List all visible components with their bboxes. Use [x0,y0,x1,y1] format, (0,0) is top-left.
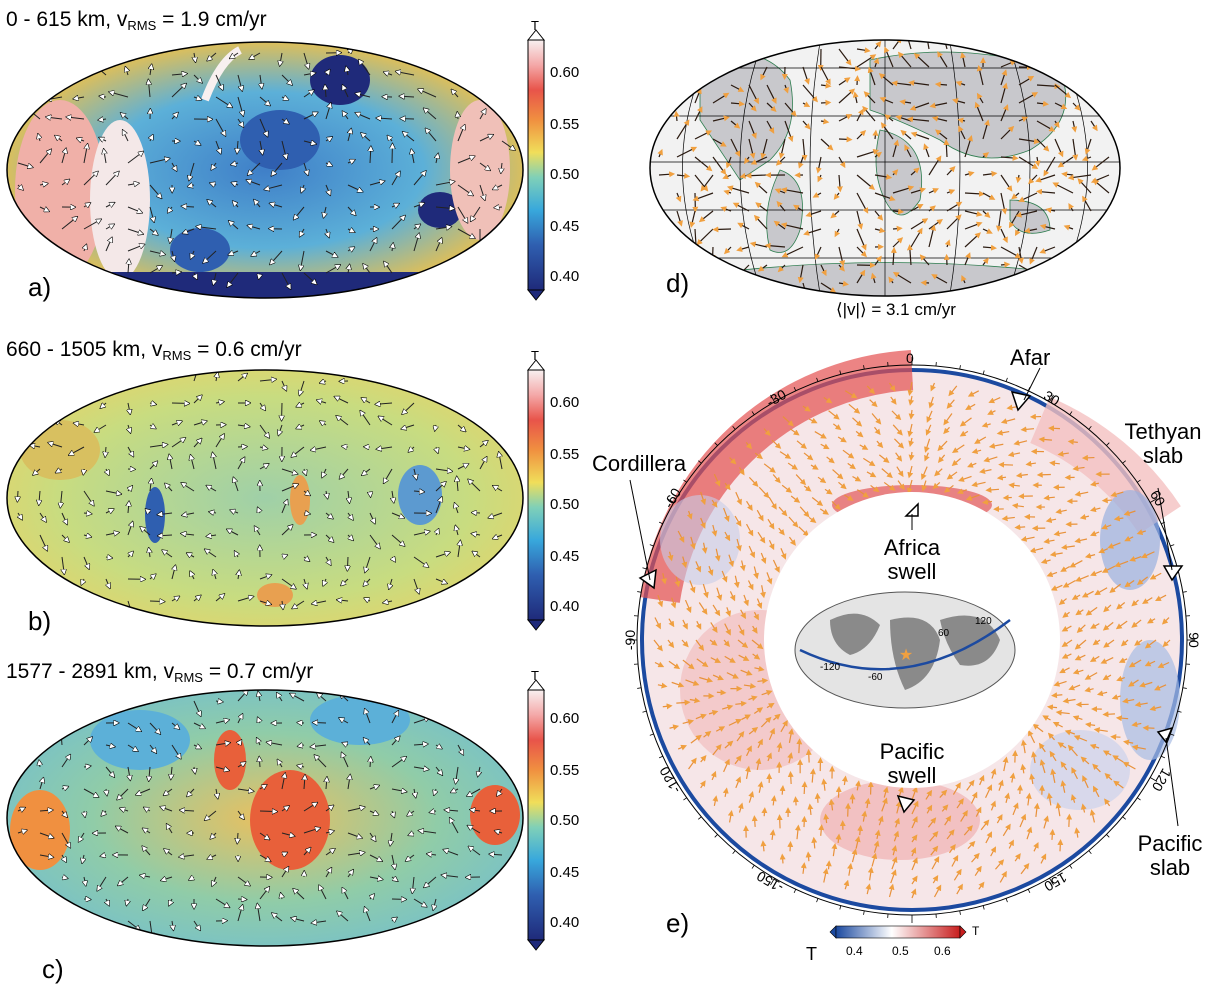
velocity-arrow [804,784,805,794]
ring-tick-label: -90 [622,630,638,650]
colorbar-e-tick: 0.6 [934,944,951,958]
velocity-arrow [1105,500,1112,501]
velocity-arrow [821,827,822,836]
velocity-arrow [1050,707,1057,708]
velocity-arrow [676,702,687,703]
ring-tick [650,734,654,735]
inset-label: 60 [938,628,950,639]
ring-tick [983,906,984,910]
ring-tick [1161,756,1165,758]
inset-label: -120 [820,662,840,673]
cordillera-label: Cordillera [592,452,686,476]
afar-label: Afar [1010,346,1050,370]
ring-tick [1170,545,1174,546]
ring-tick [1137,798,1140,800]
ring-tick [1183,592,1187,593]
velocity-arrow [988,489,999,490]
ring-tick-label: 90 [1186,632,1202,648]
ring-tick [733,851,736,854]
panel-e-letter: e) [666,908,689,939]
star-icon: ★ [899,647,913,664]
ring-tick [683,798,686,800]
ring-tick [637,592,641,593]
inset-label: 120 [975,616,992,627]
ring-tick [643,711,647,712]
velocity-arrow [809,752,810,763]
velocity-arrow [814,840,815,849]
velocity-arrow [1054,695,1062,696]
velocity-arrow [755,818,756,827]
velocity-arrow [791,774,792,784]
ring-tick [752,865,754,868]
velocity-arrow [663,706,670,707]
ring-tick [1123,817,1126,820]
colorbar-e-tick: 0.5 [892,944,909,958]
velocity-arrow [911,410,912,417]
ring-tick [698,817,701,820]
colorbar-e-end-label: T [972,924,979,938]
ring-tick [864,911,865,915]
velocity-arrow [1017,527,1025,528]
velocity-arrow [860,828,861,835]
inset-label: -60 [868,672,883,683]
ring-tick [1183,688,1187,689]
ring-tick [637,688,641,689]
colorbar-e-tick: 0.4 [846,944,863,958]
velocity-arrow [1071,442,1078,443]
velocity-arrow [782,788,783,795]
ring-tick [960,365,961,369]
ring-tick [1106,834,1109,837]
velocity-arrow [1105,714,1115,715]
ring-tick [1006,898,1007,902]
ring-tick [840,906,841,910]
ring-tick [659,756,663,758]
ring-tick [817,898,818,902]
velocity-arrow [782,857,783,864]
velocity-arrow [1000,477,1006,478]
ring-tick [643,568,647,569]
ring-tick [1070,865,1072,868]
velocity-arrow [1119,718,1128,719]
colorbar-e-label: T [806,944,817,965]
ring-tick-label: 0 [906,350,914,366]
velocity-arrow [799,741,800,753]
velocity-arrow [826,816,827,823]
ring-tick [983,371,984,375]
velocity-arrow [808,854,809,861]
ring-tick [1089,851,1092,854]
ring-tick [1028,889,1030,893]
inset-globe: ★ -120 -60 60 120 [795,592,1015,708]
velocity-arrow [838,837,839,843]
ring-tick [960,911,961,915]
ring-tick [715,834,718,837]
velocity-arrow [1052,832,1053,840]
colorbar-e [826,924,976,944]
ring-tick [1006,378,1007,382]
ring-tick [794,889,796,893]
